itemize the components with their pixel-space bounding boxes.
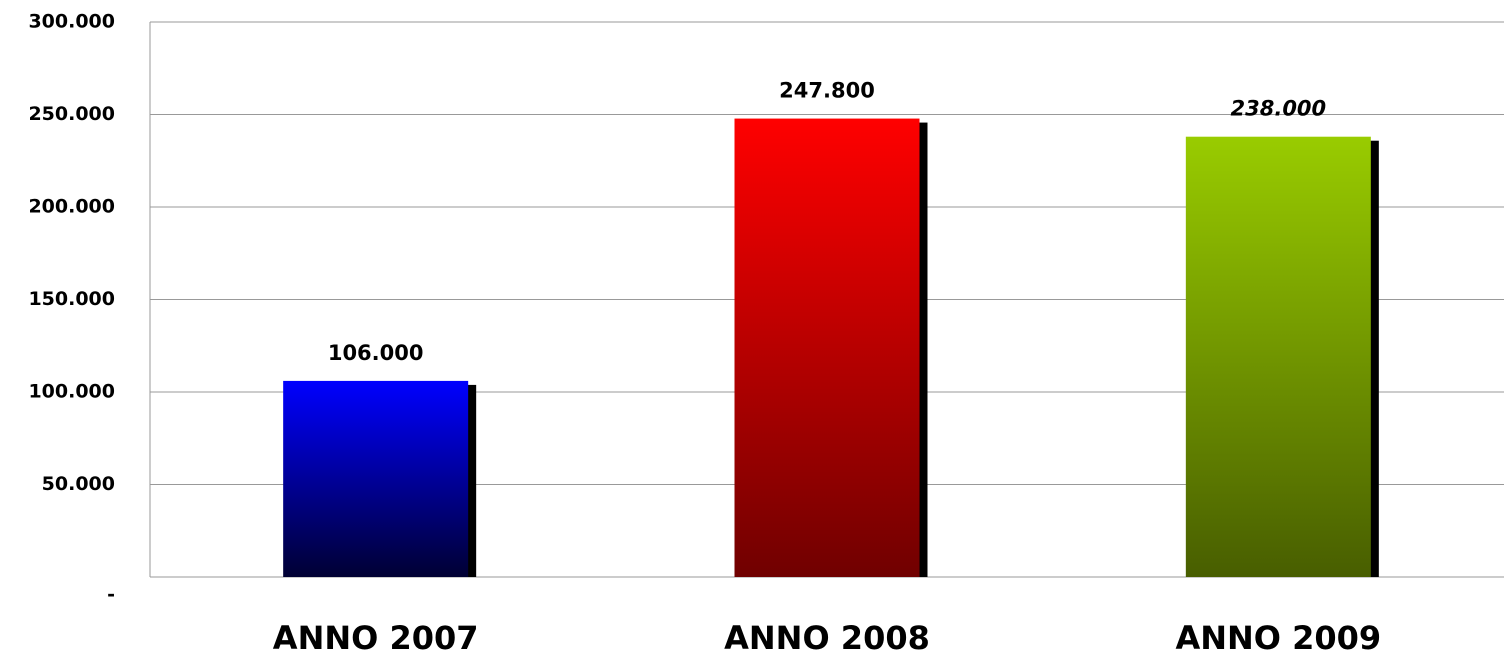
y-tick-label: -: [107, 584, 115, 606]
y-tick-label: 200.000: [28, 196, 115, 218]
y-tick-label: 100.000: [28, 381, 115, 403]
y-tick-label: 50.000: [42, 473, 115, 495]
value-label: 238.000: [1231, 97, 1327, 121]
x-tick-label: ANNO 2007: [273, 619, 479, 657]
bar: [1185, 136, 1371, 577]
bar: [283, 380, 469, 577]
y-tick-label: 300.000: [28, 11, 115, 33]
bar: [734, 118, 920, 577]
y-tick-label: 150.000: [28, 288, 115, 310]
value-label: 106.000: [328, 341, 424, 365]
x-tick-label: ANNO 2009: [1175, 619, 1381, 657]
x-tick-label: ANNO 2008: [724, 619, 930, 657]
y-tick-label: 250.000: [28, 103, 115, 125]
value-label: 247.800: [779, 79, 875, 103]
